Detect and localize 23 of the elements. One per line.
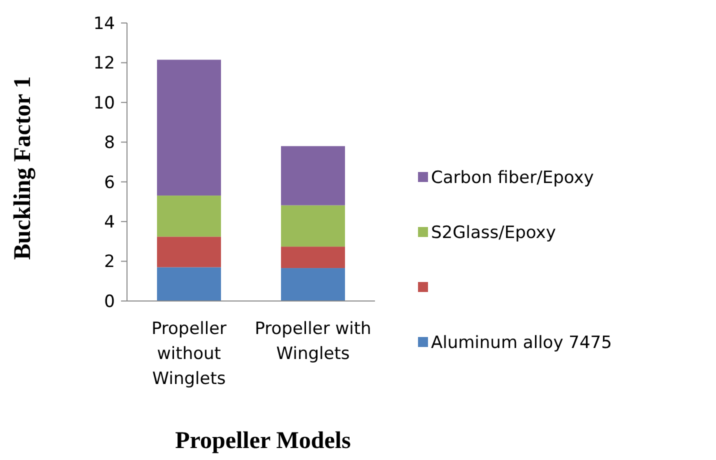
y-tick-label: 12 [93,54,115,74]
bar [157,236,221,268]
legend-label: Carbon fiber/Epoxy [431,168,594,188]
bar [281,205,345,247]
bar [157,267,221,301]
x-axis-title: Propeller Models [175,428,351,454]
y-tick-label: 6 [104,172,115,193]
x-tick-label: Propeller with Winglets [254,319,372,364]
y-tick-label: 4 [104,212,115,233]
x-tick-label: Propeller without Winglets [151,319,227,389]
y-tick-label: 0 [104,292,115,312]
bar [157,196,221,237]
legend-label: Aluminum alloy 7475 [431,332,612,353]
bar [281,246,345,268]
y-tick-label: 2 [104,252,115,272]
legend-label: S2Glass/Epoxy [431,222,556,243]
bar [281,146,345,206]
bar [157,60,221,196]
y-tick-label: 10 [93,93,115,114]
y-axis-title: Buckling Factor 1 [10,76,36,260]
y-tick-label: 8 [104,133,115,154]
bar [281,268,345,301]
y-tick-label: 14 [93,14,115,34]
